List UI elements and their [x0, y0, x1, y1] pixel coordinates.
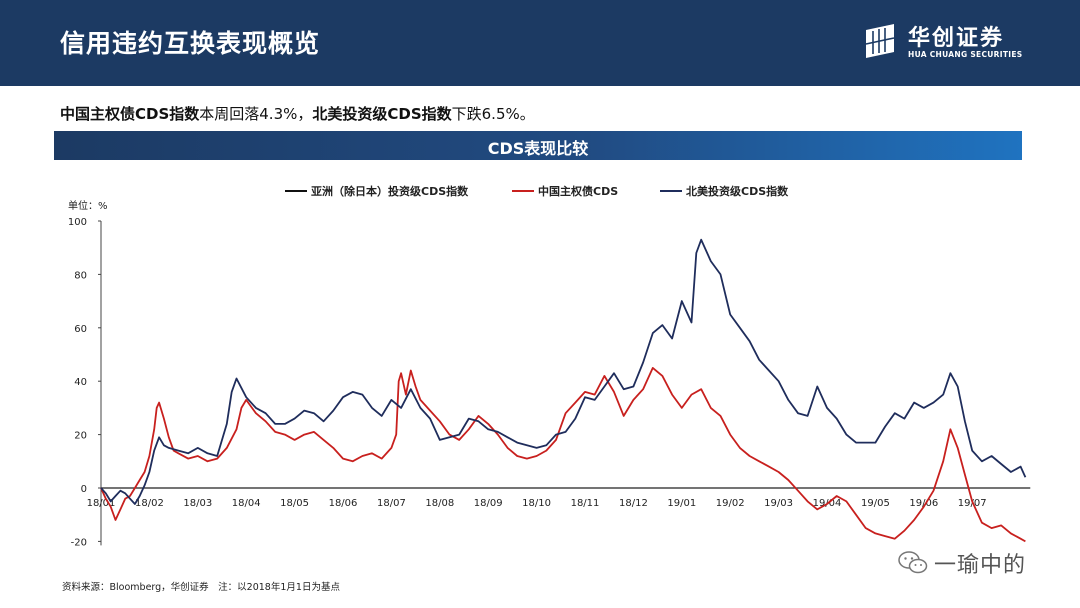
series-line-1 — [100, 367, 1026, 543]
x-tick-label: 18/11 — [571, 498, 600, 509]
y-tick-label: 80 — [74, 270, 87, 281]
x-tick-label: 18/10 — [522, 498, 551, 509]
y-tick-label: 20 — [74, 431, 87, 442]
cds-line-chart: 单位：% -20 0 20 40 60 80 100 18/01 18/02 18/03 18/04 1… — [68, 184, 1031, 548]
y-unit-label: 单位：% — [68, 199, 108, 212]
chart-banner: CDS表现比较 — [54, 131, 1022, 160]
x-tick-label: 19/03 — [764, 498, 793, 509]
x-tick-label: 19/01 — [667, 498, 696, 509]
x-tick-label: 18/07 — [377, 498, 406, 509]
y-tick-label: 0 — [81, 484, 87, 495]
source-note: 资料来源：Bloomberg，华创证券 注：以2018年1月1日为基点 — [62, 582, 340, 593]
x-tick-label: 18/01 — [87, 498, 116, 509]
company-logo: 华创证券 HUA CHUANG SECURITIES — [864, 20, 1064, 66]
x-tick-label: 18/04 — [232, 498, 261, 509]
x-tick-label: 18/12 — [619, 498, 648, 509]
y-tick-label: 60 — [74, 324, 87, 335]
watermark: 一瑜中的 — [898, 546, 1058, 580]
summary-line: 中国主权债CDS指数本周回落4.3%，北美投资级CDS指数下跌6.5%。 — [60, 103, 535, 124]
legend-label-1: 中国主权债CDS — [538, 184, 618, 198]
header-bar: 信用违约互换表现概览 华创证券 HUA CHUANG SECURITIES — [0, 0, 1080, 86]
y-tick-label: 100 — [68, 217, 87, 228]
chart-banner-title: CDS表现比较 — [487, 139, 589, 158]
x-tick-label: 18/09 — [474, 498, 503, 509]
logo-mark-icon — [865, 24, 895, 58]
x-tick-label: 18/05 — [280, 498, 309, 509]
x-tick-label: 18/06 — [329, 498, 358, 509]
wechat-icon — [898, 551, 928, 574]
legend-label-2: 北美投资级CDS指数 — [686, 184, 789, 198]
summary-na-label: 北美投资级CDS指数 — [312, 105, 452, 123]
legend-label-0: 亚洲（除日本）投资级CDS指数 — [311, 184, 469, 198]
x-tick-label: 19/02 — [716, 498, 745, 509]
x-tick-label: 18/02 — [135, 498, 164, 509]
x-tick-label: 18/03 — [183, 498, 212, 509]
y-tick-label: 40 — [74, 377, 87, 388]
summary-na-text: 下跌6.5%。 — [451, 105, 535, 123]
logo-text-cn: 华创证券 — [908, 26, 1005, 51]
x-tick-label: 18/08 — [425, 498, 454, 509]
y-tick-label: -20 — [71, 537, 87, 548]
summary-china-text: 本周回落4.3%， — [199, 105, 313, 123]
summary-china-label: 中国主权债CDS指数 — [60, 105, 200, 123]
logo-text-en: HUA CHUANG SECURITIES — [908, 50, 1023, 59]
page-title: 信用违约互换表现概览 — [60, 29, 321, 58]
x-tick-label: 19/05 — [861, 498, 890, 509]
x-tick-label: 19/06 — [909, 498, 938, 509]
watermark-text: 一瑜中的 — [934, 553, 1027, 578]
series-line-2 — [100, 238, 1027, 505]
